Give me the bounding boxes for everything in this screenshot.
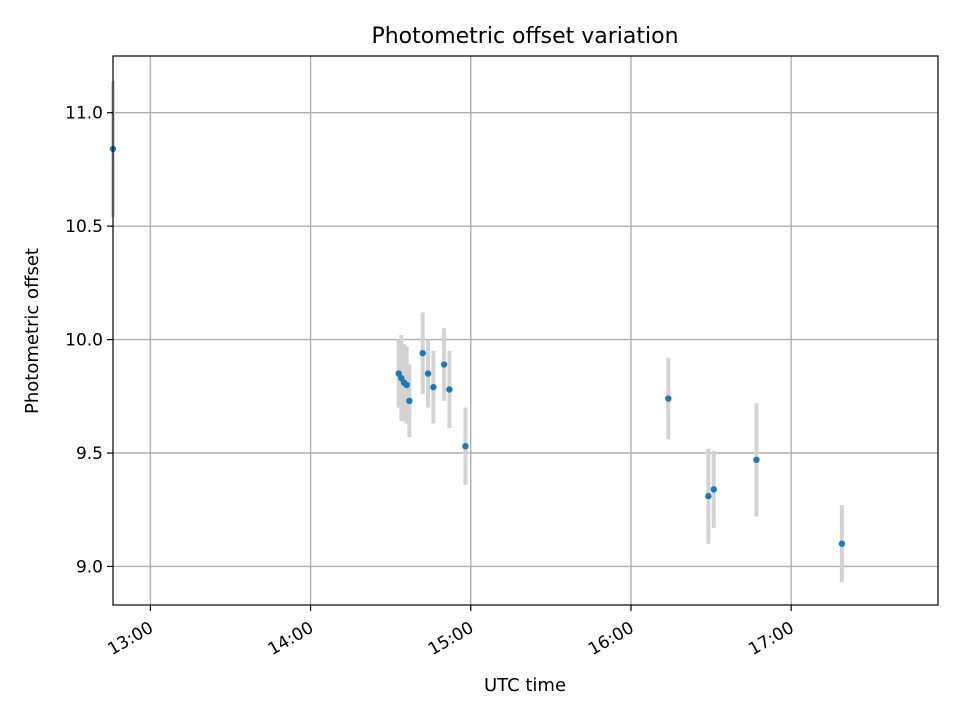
grid xyxy=(113,56,938,605)
data-point xyxy=(440,361,448,368)
data-point xyxy=(403,381,410,389)
plot-frame xyxy=(112,55,939,606)
y-tick-label: 11.0 xyxy=(65,104,103,124)
data-point xyxy=(838,540,846,547)
y-tick-label: 9.5 xyxy=(76,444,103,464)
y-tick-label: 10.0 xyxy=(65,331,103,351)
data-points xyxy=(109,145,846,547)
data-point xyxy=(710,486,717,493)
y-axis-ticks: 9.0 9.5 10.0 10.5 11.0 xyxy=(65,104,113,577)
y-axis-label: Photometric offset xyxy=(22,248,43,414)
x-axis-label: UTC time xyxy=(484,675,566,696)
data-point xyxy=(665,395,672,402)
data-point xyxy=(753,456,760,464)
data-point xyxy=(462,442,469,450)
data-point xyxy=(419,349,426,357)
data-point xyxy=(446,386,453,393)
y-tick-label: 9.0 xyxy=(76,557,103,577)
data-point xyxy=(430,384,437,391)
data-point xyxy=(406,397,413,405)
data-point xyxy=(705,492,712,500)
chart-title: Photometric offset variation xyxy=(371,24,678,49)
data-point xyxy=(424,370,432,377)
y-tick-label: 10.5 xyxy=(65,217,103,237)
